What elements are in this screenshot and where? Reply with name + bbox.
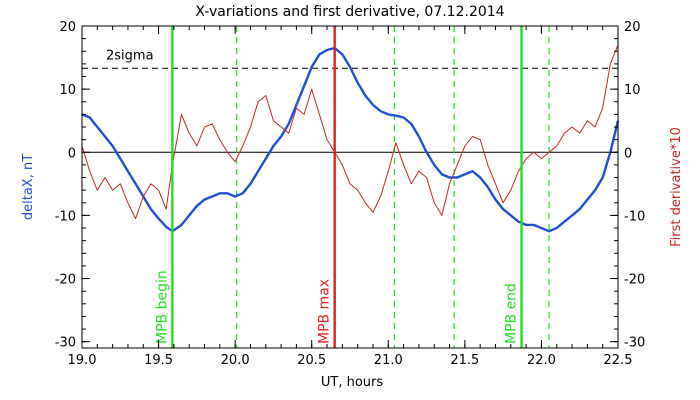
derivative-series-line (81, 44, 619, 220)
y-tick-label-right: -30 (624, 336, 645, 351)
chart-title: X-variations and first derivative, 07.12… (195, 4, 504, 20)
y-tick-label-right: -20 (624, 273, 645, 288)
y-tick-label-right: -10 (624, 209, 645, 224)
y-axis-label-right: First derivative*10 (669, 127, 684, 247)
threshold-label: 2sigma (106, 48, 154, 63)
tick-layer: 19.0 19.5 20.0 20.5 21.0 21.5 22.0 22.5 20 20 10 10… (55, 20, 645, 368)
y-tick-label-right: 20 (624, 20, 641, 35)
x-tick-label: 20.5 (297, 353, 326, 368)
x-axis-label: UT, hours (321, 375, 383, 390)
x-tick-label: 22.0 (527, 353, 556, 368)
y-tick-label-right: 0 (624, 146, 632, 161)
x-tick-label: 21.5 (450, 353, 479, 368)
marker-label: MPB begin (154, 270, 170, 344)
y-tick-label-left: -10 (55, 209, 76, 224)
y-tick-label-left: -20 (55, 273, 76, 288)
marker-label: MPB max (317, 279, 333, 344)
marker-layer: MPB begin MPB max MPB end (154, 26, 523, 348)
y-axis-label-left: deltaX, nT (21, 154, 36, 220)
x-tick-label: 20.0 (221, 353, 250, 368)
series-layer (81, 44, 620, 233)
y-tick-label-left: 10 (59, 83, 76, 98)
plot-frame (81, 25, 619, 349)
y-tick-label-left: 20 (59, 20, 76, 35)
x-tick-label: 21.0 (374, 353, 403, 368)
y-tick-label-left: -30 (55, 336, 76, 351)
x-tick-label: 19.0 (68, 353, 97, 368)
x-tick-label: 22.5 (604, 353, 633, 368)
y-tick-label-right: 10 (624, 83, 641, 98)
marker-label: MPB end (504, 283, 520, 344)
y-tick-label-left: 0 (68, 146, 76, 161)
x-tick-label: 19.5 (144, 353, 173, 368)
deltax-series-line (81, 46, 620, 233)
